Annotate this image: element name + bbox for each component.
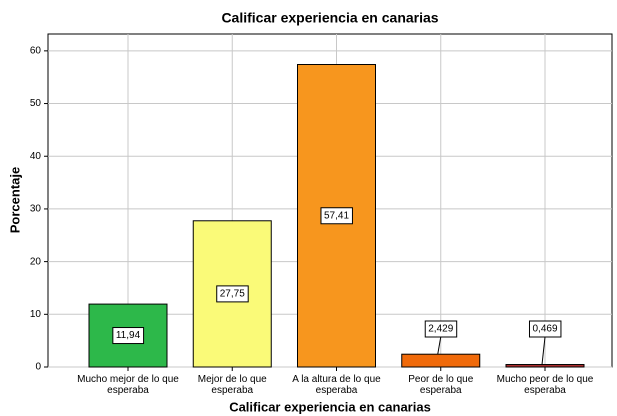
x-tick-label: Mucho peor de lo que esperaba: [496, 374, 594, 396]
value-label-box: [528, 320, 562, 338]
y-tick-label: 20: [30, 256, 42, 267]
value-label: 11,94: [116, 330, 141, 341]
x-tick-label: A la altura de lo que esperaba: [292, 374, 381, 396]
bar: [401, 353, 481, 368]
value-label: 27,75: [220, 289, 245, 300]
value-label: 0,469: [532, 324, 557, 335]
value-label: 57,41: [324, 210, 349, 221]
value-label: 2,429: [428, 324, 453, 335]
value-label-box: [112, 327, 145, 345]
value-label-box: [216, 285, 249, 303]
x-axis-title: Calificar experiencia en canarias: [229, 399, 431, 414]
y-tick-label: 40: [30, 151, 42, 162]
value-label-box: [320, 207, 353, 225]
x-tick-label: Mejor de lo que esperaba: [197, 374, 267, 396]
y-axis-title: Porcentaje: [7, 167, 22, 233]
y-tick-label: 10: [30, 309, 42, 320]
bar: [192, 220, 272, 368]
y-tick-label: 60: [30, 46, 42, 57]
y-tick-label: 0: [35, 362, 41, 373]
chart-title: Calificar experiencia en canarias: [221, 10, 438, 26]
y-tick-label: 50: [30, 98, 42, 109]
y-tick-label: 30: [30, 204, 42, 215]
value-label-leader: [541, 336, 546, 365]
value-label-box: [424, 320, 458, 338]
x-tick-label: Mucho mejor de lo que esperaba: [77, 374, 179, 396]
x-tick-label: Peor de lo que esperaba: [408, 374, 474, 396]
bar: [505, 364, 585, 368]
value-label-leader: [437, 336, 442, 355]
